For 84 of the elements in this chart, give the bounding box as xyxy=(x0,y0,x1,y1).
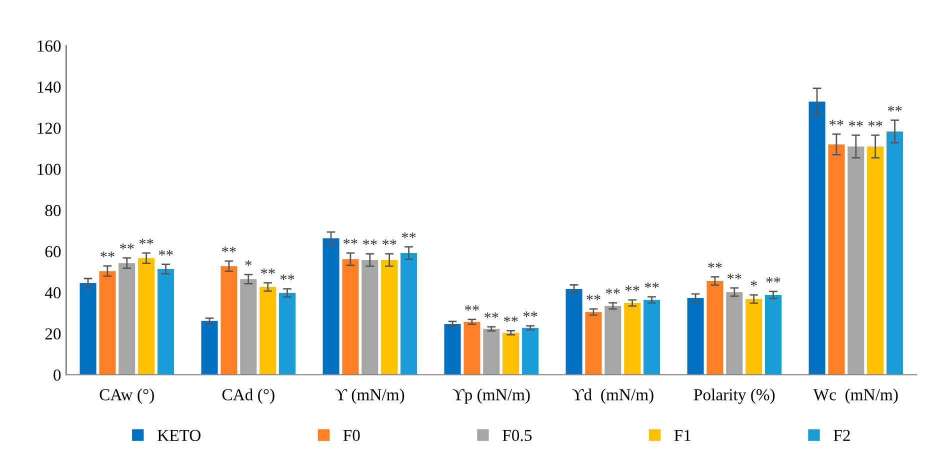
data-label: ** xyxy=(280,274,294,280)
bar xyxy=(585,312,602,375)
bar xyxy=(502,332,520,375)
bar xyxy=(483,328,500,375)
y-tick-label: 140 xyxy=(38,82,61,93)
bar xyxy=(138,258,155,375)
data-label: ** xyxy=(606,288,620,294)
data-label: ** xyxy=(868,120,882,126)
bar xyxy=(644,300,660,375)
data-label: ** xyxy=(363,240,377,246)
bar xyxy=(381,260,398,375)
data-label: ** xyxy=(100,252,114,258)
data-label: ** xyxy=(120,244,134,250)
bar xyxy=(765,294,782,375)
data-label: ** xyxy=(382,240,396,246)
bar xyxy=(279,292,296,375)
bar xyxy=(342,259,359,375)
y-tick-label: 100 xyxy=(38,164,61,176)
data-label: ** xyxy=(523,312,538,318)
bar xyxy=(260,286,276,375)
data-label: ** xyxy=(708,262,722,268)
data-label: ** xyxy=(344,238,358,244)
bar xyxy=(886,131,904,375)
data-label: ** xyxy=(586,294,600,300)
x-tick-label: ϒ (mN/m) xyxy=(335,388,404,404)
bar xyxy=(624,302,641,375)
bar xyxy=(808,102,826,375)
bar xyxy=(80,283,96,375)
bar xyxy=(240,279,257,375)
y-tick-label: 40 xyxy=(44,287,61,298)
data-label: ** xyxy=(260,268,275,274)
x-tick-label: CAd (°) xyxy=(222,388,274,404)
data-label: ** xyxy=(644,282,659,288)
bar xyxy=(726,292,743,375)
data-label: ** xyxy=(158,250,173,256)
y-tick-label: 60 xyxy=(45,246,61,258)
x-tick-label: Wc (mN/m) xyxy=(813,388,898,404)
data-label: ** xyxy=(728,274,742,280)
bar xyxy=(706,280,724,375)
bar xyxy=(158,269,174,375)
bar xyxy=(201,320,218,375)
data-label: ** xyxy=(465,305,479,311)
bar xyxy=(464,322,480,375)
y-tick-label: 0 xyxy=(54,369,61,381)
legend-label: F0.5 xyxy=(502,430,532,442)
bar xyxy=(566,288,582,375)
bar xyxy=(522,328,539,375)
data-label: ** xyxy=(139,238,154,244)
data-label: ** xyxy=(402,232,416,238)
bar xyxy=(604,306,622,375)
bar xyxy=(848,146,864,375)
bar xyxy=(400,252,418,375)
x-tick-label: CAw (°) xyxy=(100,388,154,404)
x-tick-label: ϒp (mN/m) xyxy=(452,388,530,404)
data-label: ** xyxy=(222,246,236,252)
x-tick-label: ϒd (mN/m) xyxy=(572,388,654,404)
legend-label: KETO xyxy=(158,430,200,442)
data-label: * xyxy=(245,260,252,266)
data-label: ** xyxy=(849,120,863,126)
bar xyxy=(444,324,461,375)
legend-label: F0 xyxy=(343,430,360,442)
bar xyxy=(118,263,136,375)
legend-label: F2 xyxy=(834,430,850,441)
legend-label: F1 xyxy=(674,430,690,441)
y-tick-label: 120 xyxy=(38,122,61,134)
bar xyxy=(362,260,378,375)
data-label: ** xyxy=(888,106,902,112)
data-label: ** xyxy=(625,286,640,292)
bar xyxy=(828,144,845,375)
data-label: ** xyxy=(766,277,780,283)
y-tick-label: 20 xyxy=(45,328,61,340)
data-label: * xyxy=(750,280,757,286)
bar xyxy=(99,271,116,375)
bar xyxy=(867,146,884,375)
bar xyxy=(220,266,238,375)
data-label: ** xyxy=(484,312,498,318)
bar xyxy=(746,299,762,375)
data-label: ** xyxy=(830,120,844,126)
data-label: ** xyxy=(504,316,518,322)
bar xyxy=(322,238,340,375)
y-tick-label: 160 xyxy=(38,40,61,52)
x-tick-label: Polarity (%) xyxy=(694,388,775,404)
bar xyxy=(687,298,704,375)
y-tick-label: 80 xyxy=(45,204,61,216)
